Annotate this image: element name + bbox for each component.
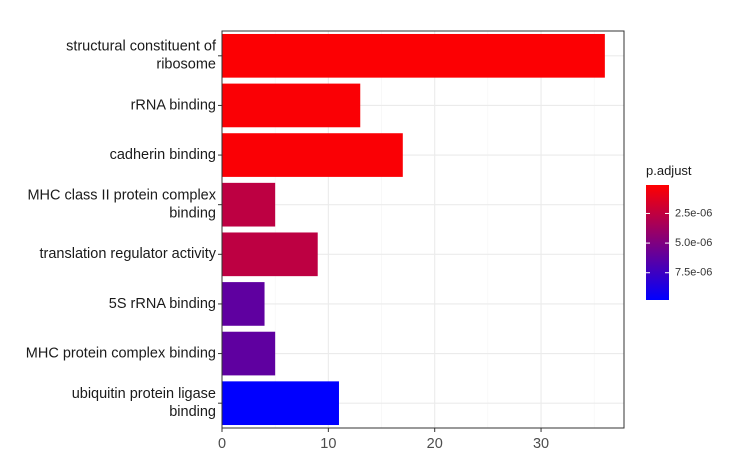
x-axis: 0 10 20 30 [218,428,549,452]
bar [222,381,339,426]
bar [222,331,276,376]
bar [222,83,361,128]
category-labels: structural constituent of ribosome rRNA bi… [26,39,222,420]
category-label: ubiquitin protein ligase [72,386,216,402]
category-label: structural constituent of [66,39,217,55]
category-label: translation regulator activity [40,246,217,262]
category-label: 5S rRNA binding [109,296,216,312]
legend-tick-label: 5.0e-06 [675,237,712,249]
bar [222,232,318,277]
category-label: ribosome [156,57,216,73]
x-tick-label: 10 [320,436,336,452]
bar [222,33,605,78]
category-label: MHC class II protein complex [27,188,216,204]
category-label: cadherin binding [110,147,216,163]
legend-tick-label: 2.5e-06 [675,207,712,219]
category-label: rRNA binding [131,97,216,113]
bar [222,133,403,177]
bar [222,282,265,326]
category-label: binding [169,404,216,420]
category-label: MHC protein complex binding [26,345,216,361]
category-label: binding [169,206,216,222]
x-tick-label: 20 [427,436,443,452]
x-tick-label: 30 [533,436,549,452]
legend-tick-label: 7.5e-06 [675,267,712,279]
legend-colorbar [646,185,669,300]
bars [222,33,605,426]
legend-title: p.adjust [646,163,692,178]
panel-border [221,30,625,429]
legend: p.adjust 2.5e-06 5.0e-06 7.5e-06 [646,163,712,300]
bar [222,182,276,227]
x-tick-label: 0 [218,436,226,452]
